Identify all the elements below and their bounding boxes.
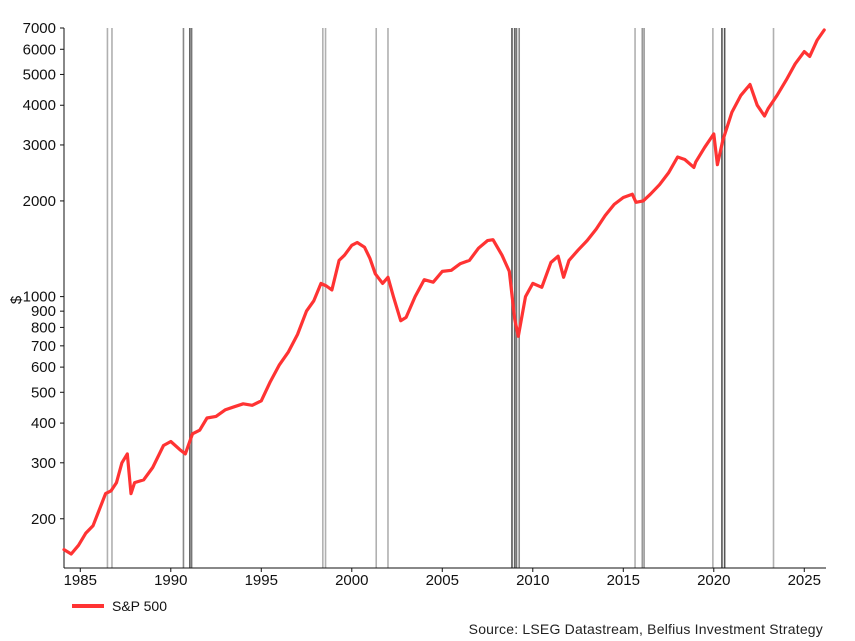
x-tick-label-2000: 2000 [335,572,368,589]
x-tick-label-1985: 1985 [64,572,97,589]
legend-swatch-sp500 [72,604,104,608]
y-tick-label-600: 600 [31,359,56,376]
period-shading [106,28,775,568]
y-tick-label-500: 500 [31,384,56,401]
series-line-sp500 [62,28,826,556]
x-tick-label-1995: 1995 [245,572,278,589]
x-tick-label-2025: 2025 [788,572,821,589]
y-tick-label-3000: 3000 [23,137,56,154]
source-note: Source: LSEG Datastream, Belfius Investm… [468,621,823,637]
x-tick-label-2010: 2010 [516,572,549,589]
x-tick-label-2020: 2020 [697,572,730,589]
series-layer [62,28,826,556]
y-tick-label-1000: 1000 [23,289,56,306]
y-tick-label-5000: 5000 [23,66,56,83]
y-tick-label-300: 300 [31,455,56,472]
y-tick-label-900: 900 [31,303,56,320]
y-tick-label-7000: 7000 [23,20,56,37]
y-tick-label-700: 700 [31,338,56,355]
x-tick-label-1990: 1990 [154,572,187,589]
y-tick-label-6000: 6000 [23,41,56,58]
x-tick-label-2005: 2005 [426,572,459,589]
y-tick-label-200: 200 [31,511,56,528]
y-tick-label-2000: 2000 [23,193,56,210]
y-axis-label: $ [8,295,25,304]
y-tick-label-400: 400 [31,415,56,432]
x-tick-label-2015: 2015 [607,572,640,589]
y-tick-label-800: 800 [31,319,56,336]
legend-label-sp500: S&P 500 [112,598,168,614]
y-tick-label-4000: 4000 [23,97,56,114]
chart-legend: S&P 500 [72,598,167,614]
